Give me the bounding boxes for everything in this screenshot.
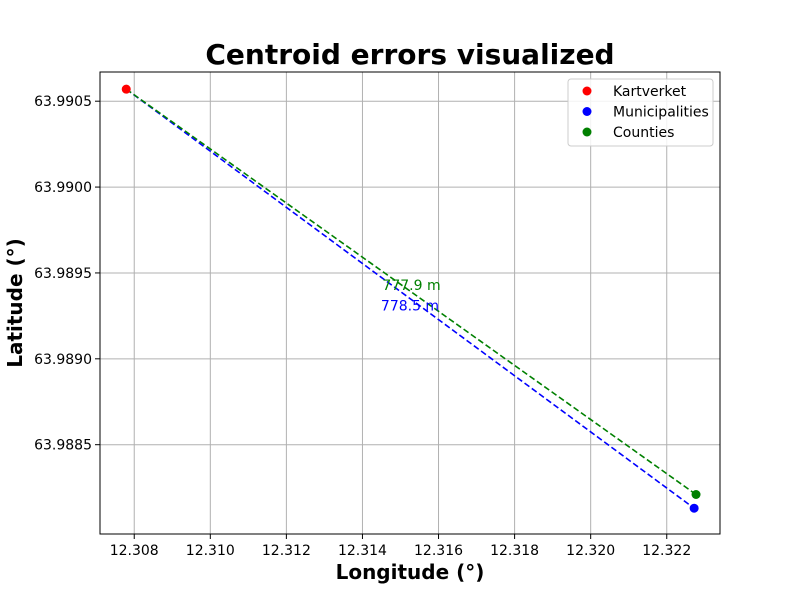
x-tick-label: 12.314 <box>338 543 387 559</box>
x-axis-ticks: 12.308 12.310 12.312 12.314 12.316 12.318 12.3… <box>110 534 691 559</box>
connector-line-municipalities <box>125 88 695 509</box>
x-axis-label: Longitude (°) <box>336 560 485 584</box>
chart-title: Centroid errors visualized <box>205 38 614 71</box>
legend-label-counties: Counties <box>613 125 674 141</box>
x-tick-label: 12.312 <box>262 543 311 559</box>
legend-label-municipalities: Municipalities <box>613 105 709 121</box>
y-tick-label: 63.9895 <box>34 266 92 282</box>
x-tick-label: 12.308 <box>110 543 159 559</box>
grid <box>100 72 720 534</box>
point-kartverket <box>121 84 131 94</box>
y-axis-label: Latitude (°) <box>3 238 27 368</box>
legend-label-kartverket: Kartverket <box>613 84 687 100</box>
connector-lines <box>125 88 697 509</box>
y-tick-label: 63.9900 <box>34 180 92 196</box>
data-points <box>121 84 701 513</box>
distance-annotations: 778.5 m 777.9 m <box>381 278 441 315</box>
legend-marker-municipalities <box>582 107 592 116</box>
y-axis-ticks: 63.9885 63.9890 63.9895 63.9900 63.9905 <box>34 94 100 454</box>
point-counties <box>691 489 701 499</box>
x-tick-label: 12.310 <box>186 543 235 559</box>
x-tick-label: 12.316 <box>414 543 463 559</box>
y-tick-label: 63.9905 <box>34 94 92 110</box>
legend-marker-counties <box>582 127 592 137</box>
y-tick-label: 63.9890 <box>34 352 92 368</box>
legend-box <box>567 78 714 147</box>
x-tick-label: 12.322 <box>642 543 691 559</box>
plot-frame <box>99 71 721 535</box>
distance-label-municipalities: 778.5 m <box>381 299 439 315</box>
x-tick-label: 12.318 <box>490 543 539 559</box>
distance-label-counties: 777.9 m <box>382 278 440 294</box>
y-tick-label: 63.9885 <box>34 438 92 454</box>
x-tick-label: 12.320 <box>566 543 615 559</box>
legend-marker-kartverket <box>582 86 592 96</box>
point-municipalities <box>689 503 699 513</box>
legend: Kartverket Municipalities Counties <box>567 78 714 147</box>
